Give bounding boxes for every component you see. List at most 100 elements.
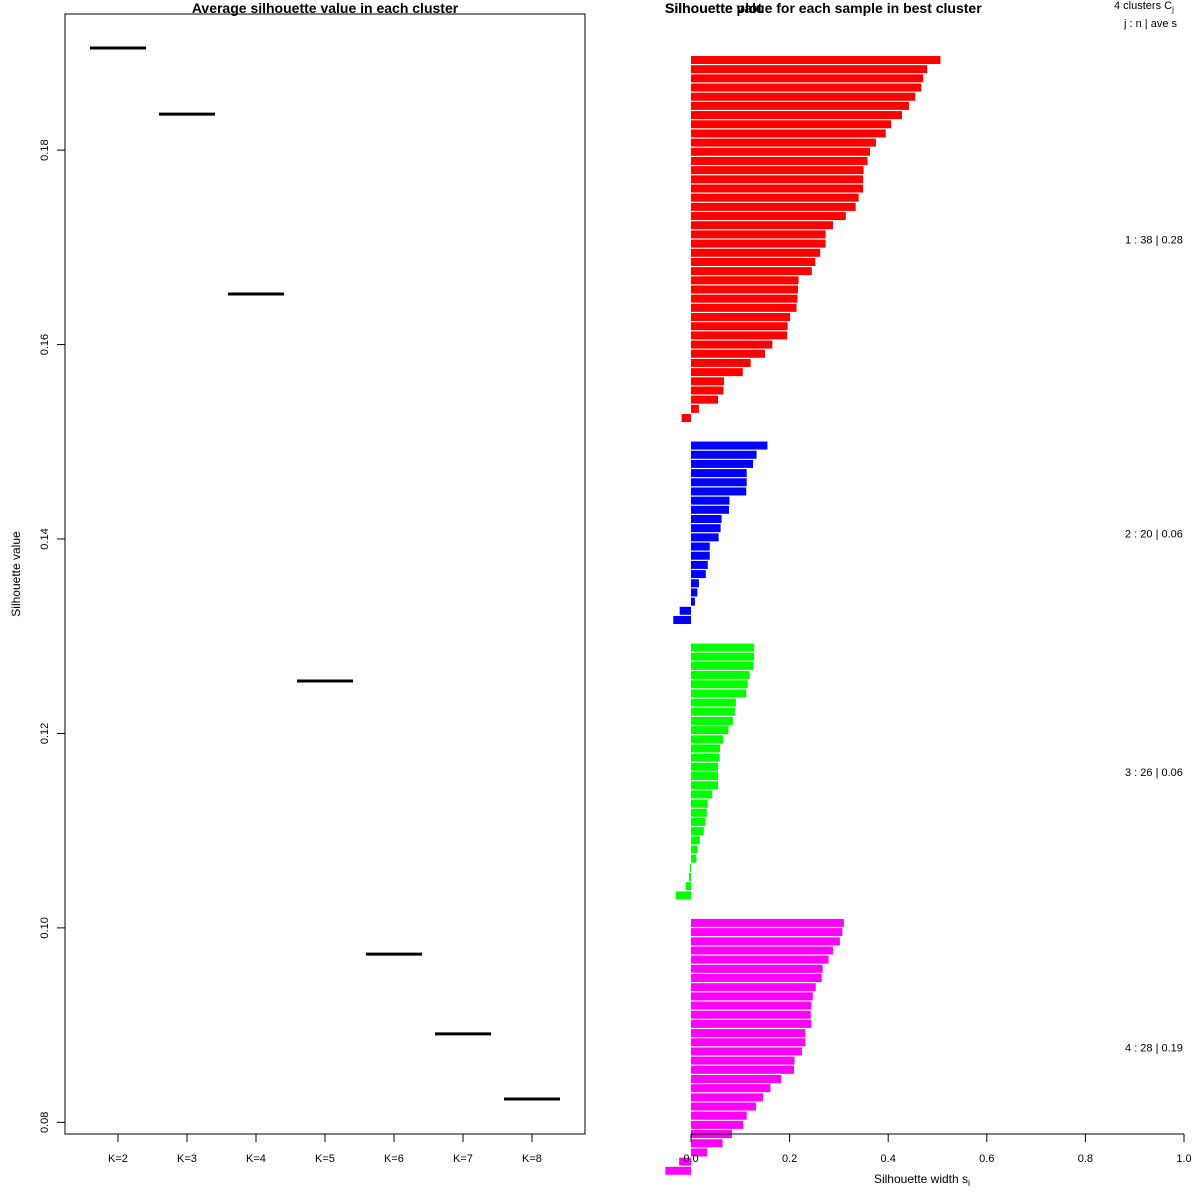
left-y-tick-label-5: 0.18 — [39, 139, 51, 160]
silhouette-bar-c1-1 — [691, 56, 941, 64]
silhouette-bar-c2-2 — [691, 450, 757, 459]
left-x-tick-label-5: K=7 — [453, 1153, 473, 1165]
silhouette-bar-c3-27 — [685, 882, 691, 891]
silhouette-bar-c2-6 — [691, 487, 747, 496]
silhouette-bar-c1-33 — [691, 349, 765, 358]
sample-silhouette-panel: Silhouette plot Silhouette value for eac… — [665, 0, 1192, 1188]
left-y-axis: 0.08 0.10 0.12 0.14 0.16 0.18 — [39, 139, 65, 1133]
legend-header-line1-main: 4 clusters C — [1114, 0, 1172, 12]
silhouette-bar-c3-12 — [691, 744, 721, 753]
silhouette-bar-c1-19 — [691, 221, 833, 230]
silhouette-bar-c1-10 — [691, 138, 876, 147]
cluster-labels: 1 : 38 | 0.28 2 : 20 | 0.06 3 : 26 | 0.06 4… — [1125, 235, 1183, 1055]
silhouette-bar-c4-27 — [679, 1157, 691, 1166]
silhouette-bar-c1-25 — [691, 276, 799, 285]
silhouette-bar-c4-3 — [691, 937, 840, 946]
silhouette-bar-c3-11 — [691, 735, 724, 744]
silhouette-bar-c1-12 — [691, 156, 868, 165]
silhouette-bar-c4-8 — [691, 983, 816, 992]
silhouette-bar-c2-8 — [691, 505, 729, 514]
silhouette-bar-c2-15 — [691, 570, 706, 579]
silhouette-bar-c1-16 — [691, 193, 859, 202]
silhouette-bar-c2-11 — [691, 533, 719, 542]
silhouette-bar-c1-22 — [691, 248, 821, 257]
silhouette-bar-c4-28 — [665, 1166, 691, 1175]
silhouette-bar-c4-26 — [691, 1148, 708, 1157]
right-chart-title-overlap: Silhouette plot — [665, 0, 763, 16]
cluster-label-1: 1 : 38 | 0.28 — [1125, 235, 1183, 247]
silhouette-bar-c4-20 — [691, 1093, 763, 1102]
silhouette-bar-c2-18 — [691, 597, 695, 606]
silhouette-bar-c1-9 — [691, 129, 886, 138]
cluster-label-2: 2 : 20 | 0.06 — [1125, 528, 1183, 540]
silhouette-bar-c1-3 — [691, 74, 924, 83]
silhouette-bar-c4-12 — [691, 1019, 812, 1028]
left-y-tick-label-4: 0.16 — [39, 334, 51, 355]
silhouette-bar-c1-29 — [691, 313, 791, 322]
silhouette-bar-c1-27 — [691, 294, 798, 303]
silhouette-bar-c2-3 — [691, 459, 754, 468]
right-x-tick-label-1: 0.2 — [782, 1153, 797, 1165]
silhouette-bar-c1-20 — [691, 230, 826, 239]
left-y-tick-label-1: 0.10 — [39, 917, 51, 938]
silhouette-bar-c1-37 — [691, 386, 724, 395]
silhouette-bar-c2-12 — [691, 542, 710, 551]
silhouette-bar-c3-13 — [691, 753, 720, 762]
legend-header-line2: j : n | ave s — [1123, 18, 1177, 30]
silhouette-bar-c1-5 — [691, 92, 916, 101]
silhouette-bar-c3-10 — [691, 726, 729, 735]
silhouette-bar-c1-18 — [691, 212, 846, 221]
left-y-tick-label-2: 0.12 — [39, 723, 51, 744]
silhouette-bar-c1-30 — [691, 322, 788, 331]
silhouette-bar-c1-13 — [691, 166, 864, 175]
silhouette-bar-c2-9 — [691, 515, 722, 523]
silhouette-bar-c4-16 — [691, 1056, 795, 1065]
silhouette-bar-c1-28 — [691, 303, 797, 312]
left-x-tick-label-0: K=2 — [108, 1153, 128, 1165]
silhouette-bar-c3-17 — [691, 790, 713, 799]
silhouette-bar-c1-38 — [691, 395, 719, 404]
silhouette-bar-c3-9 — [691, 716, 733, 725]
silhouette-bar-c4-22 — [691, 1111, 747, 1120]
silhouette-bar-c4-5 — [691, 955, 829, 964]
left-x-tick-label-1: K=3 — [177, 1153, 197, 1165]
right-x-tick-label-2: 0.4 — [881, 1153, 896, 1165]
right-x-tick-label-0: 0.0 — [683, 1153, 698, 1165]
silhouette-bar-c3-18 — [691, 799, 708, 808]
right-x-tick-label-3: 0.6 — [979, 1153, 994, 1165]
silhouette-bar-c3-6 — [691, 689, 747, 698]
silhouette-bar-c3-3 — [691, 661, 754, 670]
silhouette-bar-c3-5 — [691, 680, 748, 689]
cluster-label-3: 3 : 26 | 0.06 — [1125, 767, 1183, 779]
silhouette-bar-c1-21 — [691, 239, 826, 248]
left-segments — [90, 46, 560, 1101]
silhouette-bar-c4-23 — [691, 1120, 744, 1129]
silhouette-bar-c4-14 — [691, 1038, 806, 1047]
silhouette-bar-c2-14 — [691, 560, 708, 569]
legend-header-line1: 4 clusters Cj — [1114, 0, 1174, 14]
right-x-axis: 0.0 0.2 0.4 0.6 0.8 1.0 — [683, 1133, 1192, 1165]
left-x-tick-label-6: K=8 — [522, 1153, 542, 1165]
silhouette-bar-c1-24 — [691, 267, 812, 276]
silhouette-bar-c4-4 — [691, 946, 833, 955]
silhouette-bar-c4-7 — [691, 974, 822, 982]
silhouette-bar-c1-14 — [691, 175, 864, 184]
silhouette-bar-c4-25 — [691, 1139, 723, 1148]
silhouette-bar-c1-15 — [691, 184, 864, 193]
right-x-tick-label-4: 0.8 — [1078, 1153, 1093, 1165]
silhouette-bar-c3-25 — [690, 863, 691, 872]
left-y-axis-label: Silhouette value — [9, 531, 23, 617]
silhouette-bar-c3-2 — [691, 652, 755, 661]
silhouette-bar-c1-4 — [691, 83, 922, 92]
silhouette-bar-c1-17 — [691, 202, 856, 211]
silhouette-bar-c4-19 — [691, 1084, 771, 1093]
silhouette-bar-c4-6 — [691, 964, 823, 973]
silhouette-bar-c3-28 — [675, 891, 691, 900]
silhouette-bar-c3-22 — [691, 836, 700, 845]
silhouette-bar-c1-35 — [691, 368, 743, 377]
silhouette-bar-c1-36 — [691, 377, 725, 386]
cluster-label-4: 4 : 28 | 0.19 — [1125, 1042, 1183, 1054]
left-y-tick-label-0: 0.08 — [39, 1112, 51, 1133]
silhouette-bar-c4-17 — [691, 1065, 795, 1074]
